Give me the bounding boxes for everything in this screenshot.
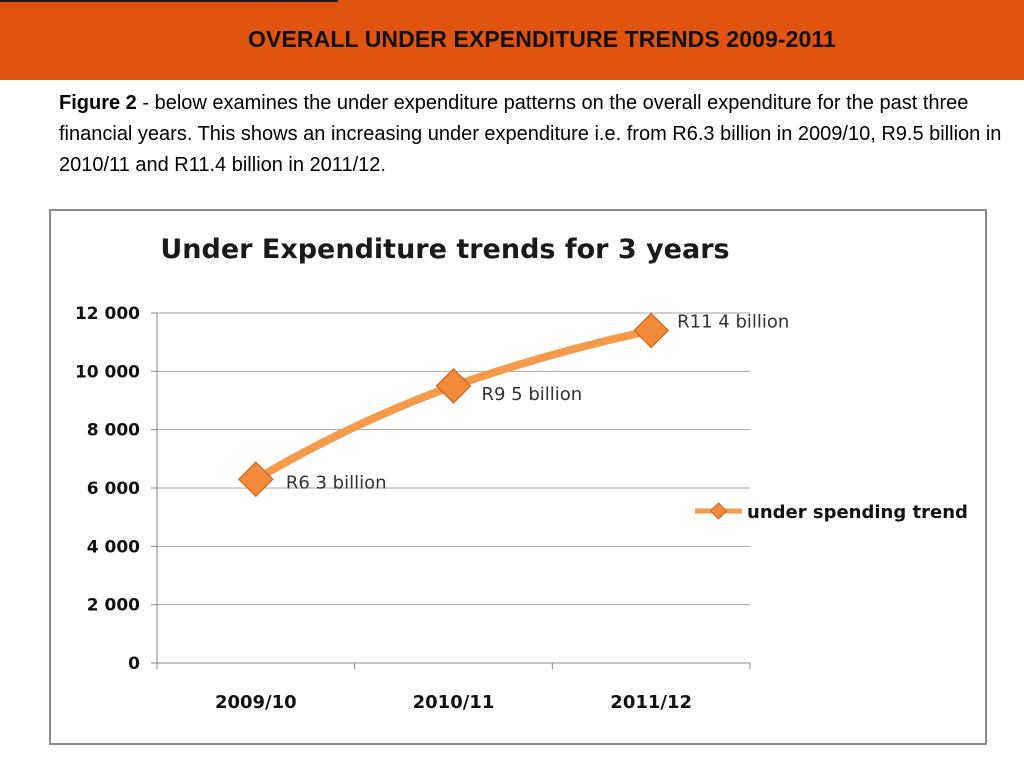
page-title: OVERALL UNDER EXPENDITURE TRENDS 2009-20… (248, 26, 836, 52)
chart-frame (49, 209, 987, 745)
data-label: R6 3 billion (286, 472, 387, 493)
x-tick-label: 2010/11 (413, 692, 495, 713)
header-bar: OVERALL UNDER EXPENDITURE TRENDS 2009-20… (0, 0, 1024, 80)
y-tick-label: 0 (128, 654, 140, 674)
chart-title: Under Expenditure trends for 3 years (160, 234, 729, 265)
intro-paragraph: Figure 2 - below examines the under expe… (59, 88, 1019, 181)
y-tick-label: 2 000 (87, 596, 140, 616)
y-tick-label: 8 000 (87, 421, 140, 441)
data-point (237, 461, 274, 498)
series-line (251, 326, 656, 484)
y-tick-label: 6 000 (87, 479, 140, 499)
figure-reference: Figure 2 (59, 92, 137, 114)
header-accent-line (0, 0, 338, 2)
y-tick-label: 4 000 (87, 537, 140, 557)
y-tick-label: 12 000 (75, 304, 140, 324)
intro-text: - below examines the under expenditure p… (59, 92, 1002, 176)
legend-label: under spending trend (747, 502, 968, 523)
x-tick-label: 2009/10 (215, 692, 297, 713)
x-tick-label: 2011/12 (610, 692, 692, 713)
data-label: R11 4 billion (677, 312, 789, 333)
y-tick-label: 10 000 (75, 362, 140, 382)
data-point (435, 368, 472, 404)
data-point (633, 312, 670, 349)
legend-marker (709, 502, 728, 520)
data-label: R9 5 billion (482, 384, 583, 405)
